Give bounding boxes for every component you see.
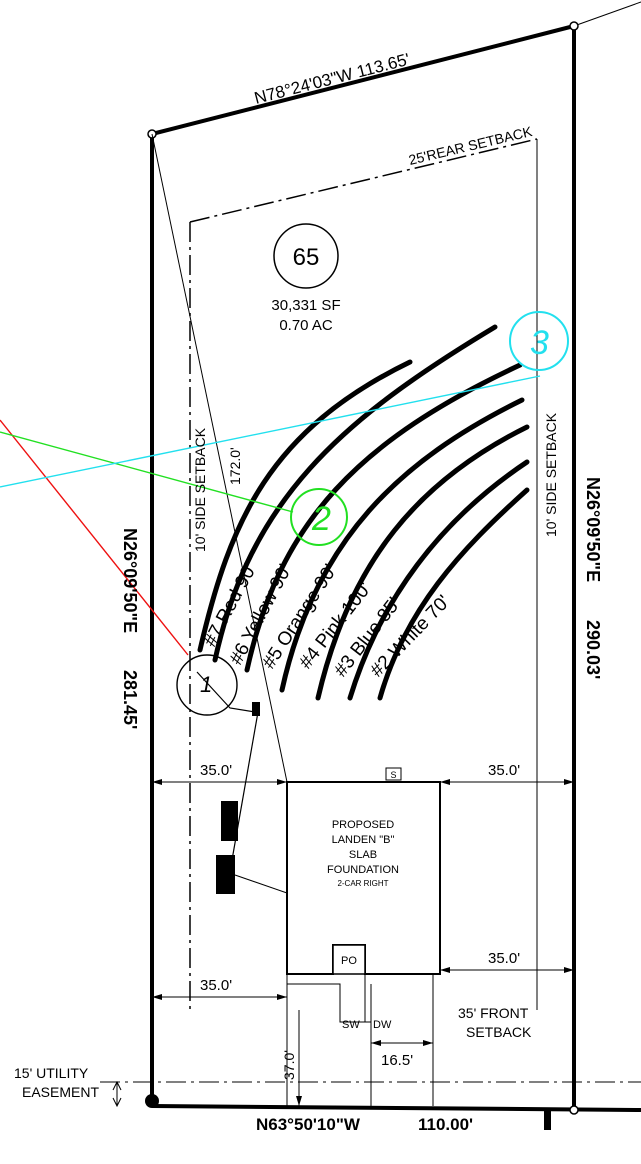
house-line-3: SLAB bbox=[349, 849, 377, 861]
dim-top-left: 35.0' bbox=[200, 762, 232, 779]
lot-area-sf: 30,331 SF bbox=[271, 297, 340, 314]
dw-label: DW bbox=[373, 1019, 392, 1031]
easement-label-1: 15' UTILITY bbox=[14, 1065, 89, 1081]
corner-pin-ne bbox=[569, 21, 579, 31]
s-box bbox=[385, 767, 402, 781]
dim-bottom-right: 35.0' bbox=[488, 950, 520, 967]
right-distance: 290.03' bbox=[583, 620, 603, 679]
marker-3-label: 3 bbox=[530, 324, 549, 362]
marker-3-circle[interactable] bbox=[509, 311, 569, 371]
lot-area-ac: 0.70 AC bbox=[279, 317, 333, 334]
left-side-setback: 10' SIDE SETBACK bbox=[192, 427, 208, 552]
corner-pin-sw bbox=[145, 1094, 159, 1108]
diagonal-dimension: 172.0' bbox=[227, 447, 243, 485]
row-4-curve bbox=[279, 397, 525, 693]
marker-leader-red bbox=[0, 419, 189, 656]
lot-number-circle bbox=[273, 223, 339, 289]
row-7-curve bbox=[197, 359, 413, 653]
walkway bbox=[286, 974, 434, 1106]
front-setback-line2: SETBACK bbox=[466, 1024, 532, 1040]
house-line-2: LANDEN "B" bbox=[332, 834, 395, 846]
corner-pin-se bbox=[569, 1105, 579, 1115]
right-bearing: N26°09'50"E bbox=[583, 477, 603, 582]
property-boundary bbox=[150, 24, 641, 1112]
left-bearing: N26°09'50"E bbox=[120, 528, 140, 633]
dim-front-depth: 37.0' bbox=[281, 1050, 297, 1080]
house-line-4: FOUNDATION bbox=[327, 864, 399, 876]
equipment-leader bbox=[234, 874, 288, 894]
porch-label: PO bbox=[341, 955, 357, 967]
meter-symbol bbox=[544, 1111, 551, 1130]
dim-top-right: 35.0' bbox=[488, 762, 520, 779]
equipment-symbol-2 bbox=[216, 855, 235, 894]
setback-line bbox=[189, 138, 538, 1010]
lot-number: 65 bbox=[293, 244, 320, 271]
marker-1-circle[interactable] bbox=[176, 654, 238, 716]
marker-leader-cyan bbox=[0, 375, 541, 488]
front-bearing: N63°50'10"W bbox=[256, 1115, 361, 1134]
arrowheads bbox=[152, 779, 574, 1106]
diagonal-reference-line bbox=[151, 133, 288, 783]
dim-sidewalk-offset: 16.5' bbox=[381, 1052, 413, 1069]
row-2-curve bbox=[347, 459, 530, 701]
front-distance: 110.00' bbox=[418, 1115, 473, 1134]
marker-2-circle[interactable] bbox=[290, 488, 348, 546]
easement-dimension bbox=[112, 1080, 122, 1108]
house-line-1: PROPOSED bbox=[332, 819, 394, 831]
row-6-curve bbox=[212, 324, 498, 663]
equipment-symbol-1 bbox=[221, 801, 238, 841]
rear-bearing: N78°24'03"W 113.65' bbox=[252, 50, 412, 108]
boundary-extension bbox=[573, 1, 641, 27]
row-5-curve bbox=[244, 362, 523, 673]
porch-box bbox=[332, 944, 366, 975]
row-3-curve bbox=[315, 424, 530, 701]
sw-label: SW bbox=[342, 1019, 360, 1031]
right-side-setback: 10' SIDE SETBACK bbox=[543, 412, 559, 537]
marker-leader-green bbox=[0, 431, 294, 513]
row-1-curve bbox=[377, 487, 530, 701]
front-setback-line1: 35' FRONT bbox=[458, 1005, 529, 1021]
left-distance: 281.45' bbox=[120, 670, 140, 729]
marker-2-label: 2 bbox=[311, 500, 331, 538]
dim-bottom-left: 35.0' bbox=[200, 977, 232, 994]
marker-1-label: 1 bbox=[200, 672, 212, 697]
easement-label-2: EASEMENT bbox=[22, 1084, 99, 1100]
dimension-lines bbox=[152, 781, 574, 1106]
house-line-5: 2-CAR RIGHT bbox=[337, 879, 388, 888]
rear-setback-label: 25'REAR SETBACK bbox=[407, 123, 534, 168]
s-box-label: S bbox=[390, 770, 396, 780]
pipe-end bbox=[252, 702, 260, 716]
planting-rows bbox=[197, 324, 530, 701]
